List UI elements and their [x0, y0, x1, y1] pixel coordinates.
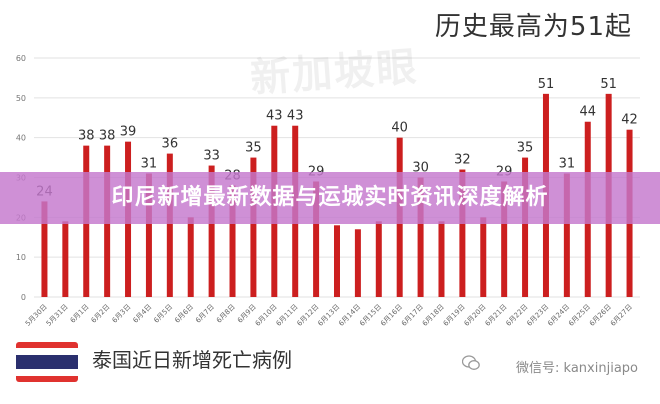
banner-text: 印尼新增最新数据与运城实时资讯深度解析 [111, 185, 549, 210]
data-label: 42 [621, 113, 638, 128]
y-tick-label: 50 [16, 94, 26, 103]
data-label: 43 [287, 109, 304, 124]
x-tick-label: 5月31日 [45, 303, 70, 328]
bar [438, 221, 445, 297]
x-tick-label: 6月3日 [111, 303, 133, 325]
y-tick-label: 10 [16, 253, 26, 262]
x-tick-label: 6月11日 [275, 303, 300, 328]
data-label: 33 [203, 149, 220, 164]
x-tick-label: 6月4日 [131, 303, 153, 325]
data-label: 35 [517, 141, 534, 156]
overlay-banner: 印尼新增最新数据与运城实时资讯深度解析 [0, 172, 660, 224]
x-tick-label: 6月6日 [173, 303, 195, 325]
bar [522, 157, 529, 297]
bar [501, 181, 508, 297]
x-tick-label: 6月22日 [504, 303, 529, 328]
x-tick-label: 6月20日 [463, 303, 488, 328]
bar [229, 185, 236, 297]
x-tick-label: 6月17日 [400, 303, 425, 328]
data-label: 43 [266, 109, 283, 124]
x-tick-label: 6月26日 [588, 303, 613, 328]
bar [563, 173, 570, 297]
footer: 泰国近日新增死亡病例 微信号: kanxinjiapo [0, 332, 660, 400]
bar [62, 221, 69, 297]
x-tick-label: 6月24日 [546, 303, 571, 328]
data-label: 38 [99, 129, 116, 144]
x-tick-label: 6月18日 [421, 303, 446, 328]
x-tick-label: 6月27日 [609, 303, 634, 328]
x-tick-label: 6月10日 [254, 303, 279, 328]
bar [208, 165, 215, 297]
y-tick-label: 0 [21, 293, 26, 302]
data-label: 40 [391, 121, 408, 136]
data-label: 30 [412, 161, 429, 176]
x-tick-label: 5月30日 [24, 303, 49, 328]
x-tick-label: 6月21日 [484, 303, 509, 328]
bar [354, 229, 361, 297]
data-label: 35 [245, 141, 262, 156]
bar [334, 225, 340, 297]
x-tick-label: 6月2日 [90, 303, 112, 325]
x-tick-label: 6月13日 [316, 303, 341, 328]
x-tick-label: 6月5日 [152, 303, 174, 325]
x-tick-label: 6月25日 [567, 303, 592, 328]
bar [375, 221, 382, 297]
chart-headline: 历史最高为51起 [434, 12, 632, 42]
watermark: 新加坡眼 [248, 44, 420, 102]
y-tick-label: 60 [16, 54, 26, 63]
bar [313, 181, 320, 297]
data-label: 38 [78, 129, 95, 144]
thailand-flag-icon [16, 342, 78, 382]
data-label: 36 [162, 137, 179, 152]
bar [250, 157, 257, 297]
x-tick-label: 6月14日 [337, 303, 362, 328]
bar [480, 217, 487, 297]
bar [187, 217, 194, 297]
data-label: 39 [120, 125, 137, 140]
data-label: 31 [559, 157, 576, 172]
data-label: 32 [454, 153, 471, 168]
bar [145, 173, 152, 297]
x-tick-label: 6月1日 [69, 303, 91, 325]
x-tick-label: 6月16日 [379, 303, 404, 328]
data-label: 44 [579, 105, 596, 120]
x-tick-label: 6月8日 [215, 303, 237, 325]
x-tick-label: 6月19日 [442, 303, 467, 328]
data-label: 51 [538, 77, 555, 92]
x-tick-label: 6月7日 [194, 303, 216, 325]
source-credit: 微信号: kanxinjiapo [516, 361, 638, 376]
x-tick-label: 6月23日 [525, 303, 550, 328]
bar [41, 201, 48, 297]
x-tick-label: 6月12日 [296, 303, 321, 328]
data-label: 51 [600, 77, 617, 92]
bar [417, 177, 424, 297]
footer-title: 泰国近日新增死亡病例 [92, 348, 292, 372]
bar [459, 169, 466, 297]
y-tick-label: 40 [16, 134, 26, 143]
data-label: 31 [141, 157, 158, 172]
x-tick-label: 6月15日 [358, 303, 383, 328]
bar [166, 153, 173, 297]
wechat-icon [462, 355, 480, 370]
